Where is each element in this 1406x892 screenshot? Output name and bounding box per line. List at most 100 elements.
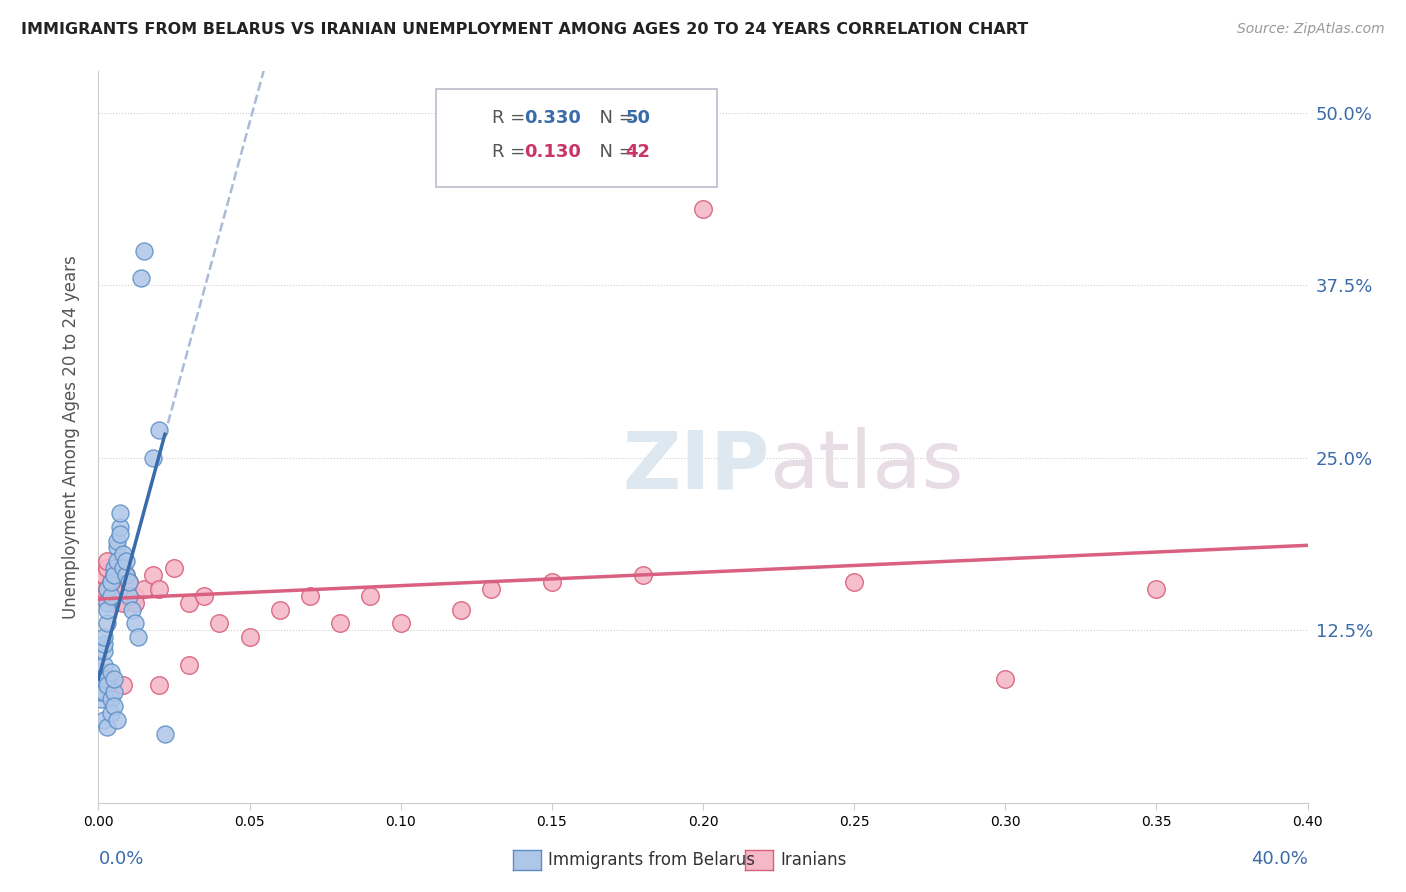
Point — [103, 685, 125, 699]
Point — [124, 596, 146, 610]
Text: 50: 50 — [626, 109, 651, 127]
Point — [299, 589, 322, 603]
Point — [96, 602, 118, 616]
Point — [121, 602, 143, 616]
Point — [114, 554, 136, 568]
Point — [96, 672, 118, 686]
Point — [90, 678, 112, 692]
Point — [93, 582, 115, 596]
Point — [193, 589, 215, 603]
Point — [93, 568, 115, 582]
Point — [96, 554, 118, 568]
Point — [100, 692, 122, 706]
Point — [105, 541, 128, 555]
Text: 0.0%: 0.0% — [98, 850, 143, 868]
Point — [93, 657, 115, 672]
Text: 42: 42 — [626, 143, 651, 161]
Point — [108, 520, 131, 534]
Point — [208, 616, 231, 631]
Text: R =: R = — [492, 109, 531, 127]
Point — [179, 596, 201, 610]
Point — [96, 720, 118, 734]
Point — [100, 574, 122, 589]
Point — [269, 602, 291, 616]
Point — [389, 616, 412, 631]
Point — [93, 630, 115, 644]
Text: N =: N = — [588, 143, 640, 161]
Point — [105, 713, 128, 727]
Text: Iranians: Iranians — [780, 851, 846, 869]
Point — [450, 602, 472, 616]
Text: 0.330: 0.330 — [524, 109, 581, 127]
Point — [1144, 582, 1167, 596]
Point — [96, 582, 118, 596]
Point — [90, 692, 112, 706]
Point — [100, 706, 122, 720]
Point — [127, 630, 149, 644]
Point — [132, 244, 155, 258]
Point — [111, 596, 134, 610]
Point — [93, 672, 115, 686]
Text: atlas: atlas — [769, 427, 965, 506]
Point — [329, 616, 352, 631]
Text: N =: N = — [588, 109, 640, 127]
Point — [105, 533, 128, 548]
Point — [132, 582, 155, 596]
Point — [108, 582, 131, 596]
Point — [153, 727, 176, 741]
Point — [93, 713, 115, 727]
Point — [100, 665, 122, 679]
Point — [111, 561, 134, 575]
Point — [100, 574, 122, 589]
Point — [100, 589, 122, 603]
Text: Source: ZipAtlas.com: Source: ZipAtlas.com — [1237, 22, 1385, 37]
Point — [96, 596, 118, 610]
Point — [100, 582, 122, 596]
Point — [114, 568, 136, 582]
Point — [118, 574, 141, 589]
Text: IMMIGRANTS FROM BELARUS VS IRANIAN UNEMPLOYMENT AMONG AGES 20 TO 24 YEARS CORREL: IMMIGRANTS FROM BELARUS VS IRANIAN UNEMP… — [21, 22, 1028, 37]
Point — [103, 672, 125, 686]
Point — [93, 644, 115, 658]
Point — [114, 568, 136, 582]
Point — [239, 630, 262, 644]
Point — [96, 561, 118, 575]
Point — [163, 561, 186, 575]
Point — [631, 568, 654, 582]
Point — [118, 589, 141, 603]
Point — [692, 202, 714, 217]
Point — [111, 678, 134, 692]
Point — [179, 657, 201, 672]
Point — [481, 582, 503, 596]
Point — [124, 589, 146, 603]
Text: 0.130: 0.130 — [524, 143, 581, 161]
Point — [540, 574, 562, 589]
Point — [148, 678, 170, 692]
Point — [105, 589, 128, 603]
Point — [360, 589, 382, 603]
Point — [103, 568, 125, 582]
Point — [105, 554, 128, 568]
Text: R =: R = — [492, 143, 531, 161]
Point — [96, 616, 118, 631]
Point — [142, 450, 165, 465]
Point — [90, 672, 112, 686]
Point — [103, 699, 125, 714]
Point — [148, 423, 170, 437]
Point — [108, 506, 131, 520]
Point — [142, 568, 165, 582]
Text: Immigrants from Belarus: Immigrants from Belarus — [548, 851, 755, 869]
Point — [90, 574, 112, 589]
Point — [93, 637, 115, 651]
Point — [103, 568, 125, 582]
Point — [93, 685, 115, 699]
Point — [129, 271, 152, 285]
Text: ZIP: ZIP — [623, 427, 769, 506]
Point — [96, 678, 118, 692]
Point — [111, 548, 134, 562]
Text: 40.0%: 40.0% — [1251, 850, 1308, 868]
Point — [103, 596, 125, 610]
Point — [90, 589, 112, 603]
Point — [118, 574, 141, 589]
Point — [96, 582, 118, 596]
